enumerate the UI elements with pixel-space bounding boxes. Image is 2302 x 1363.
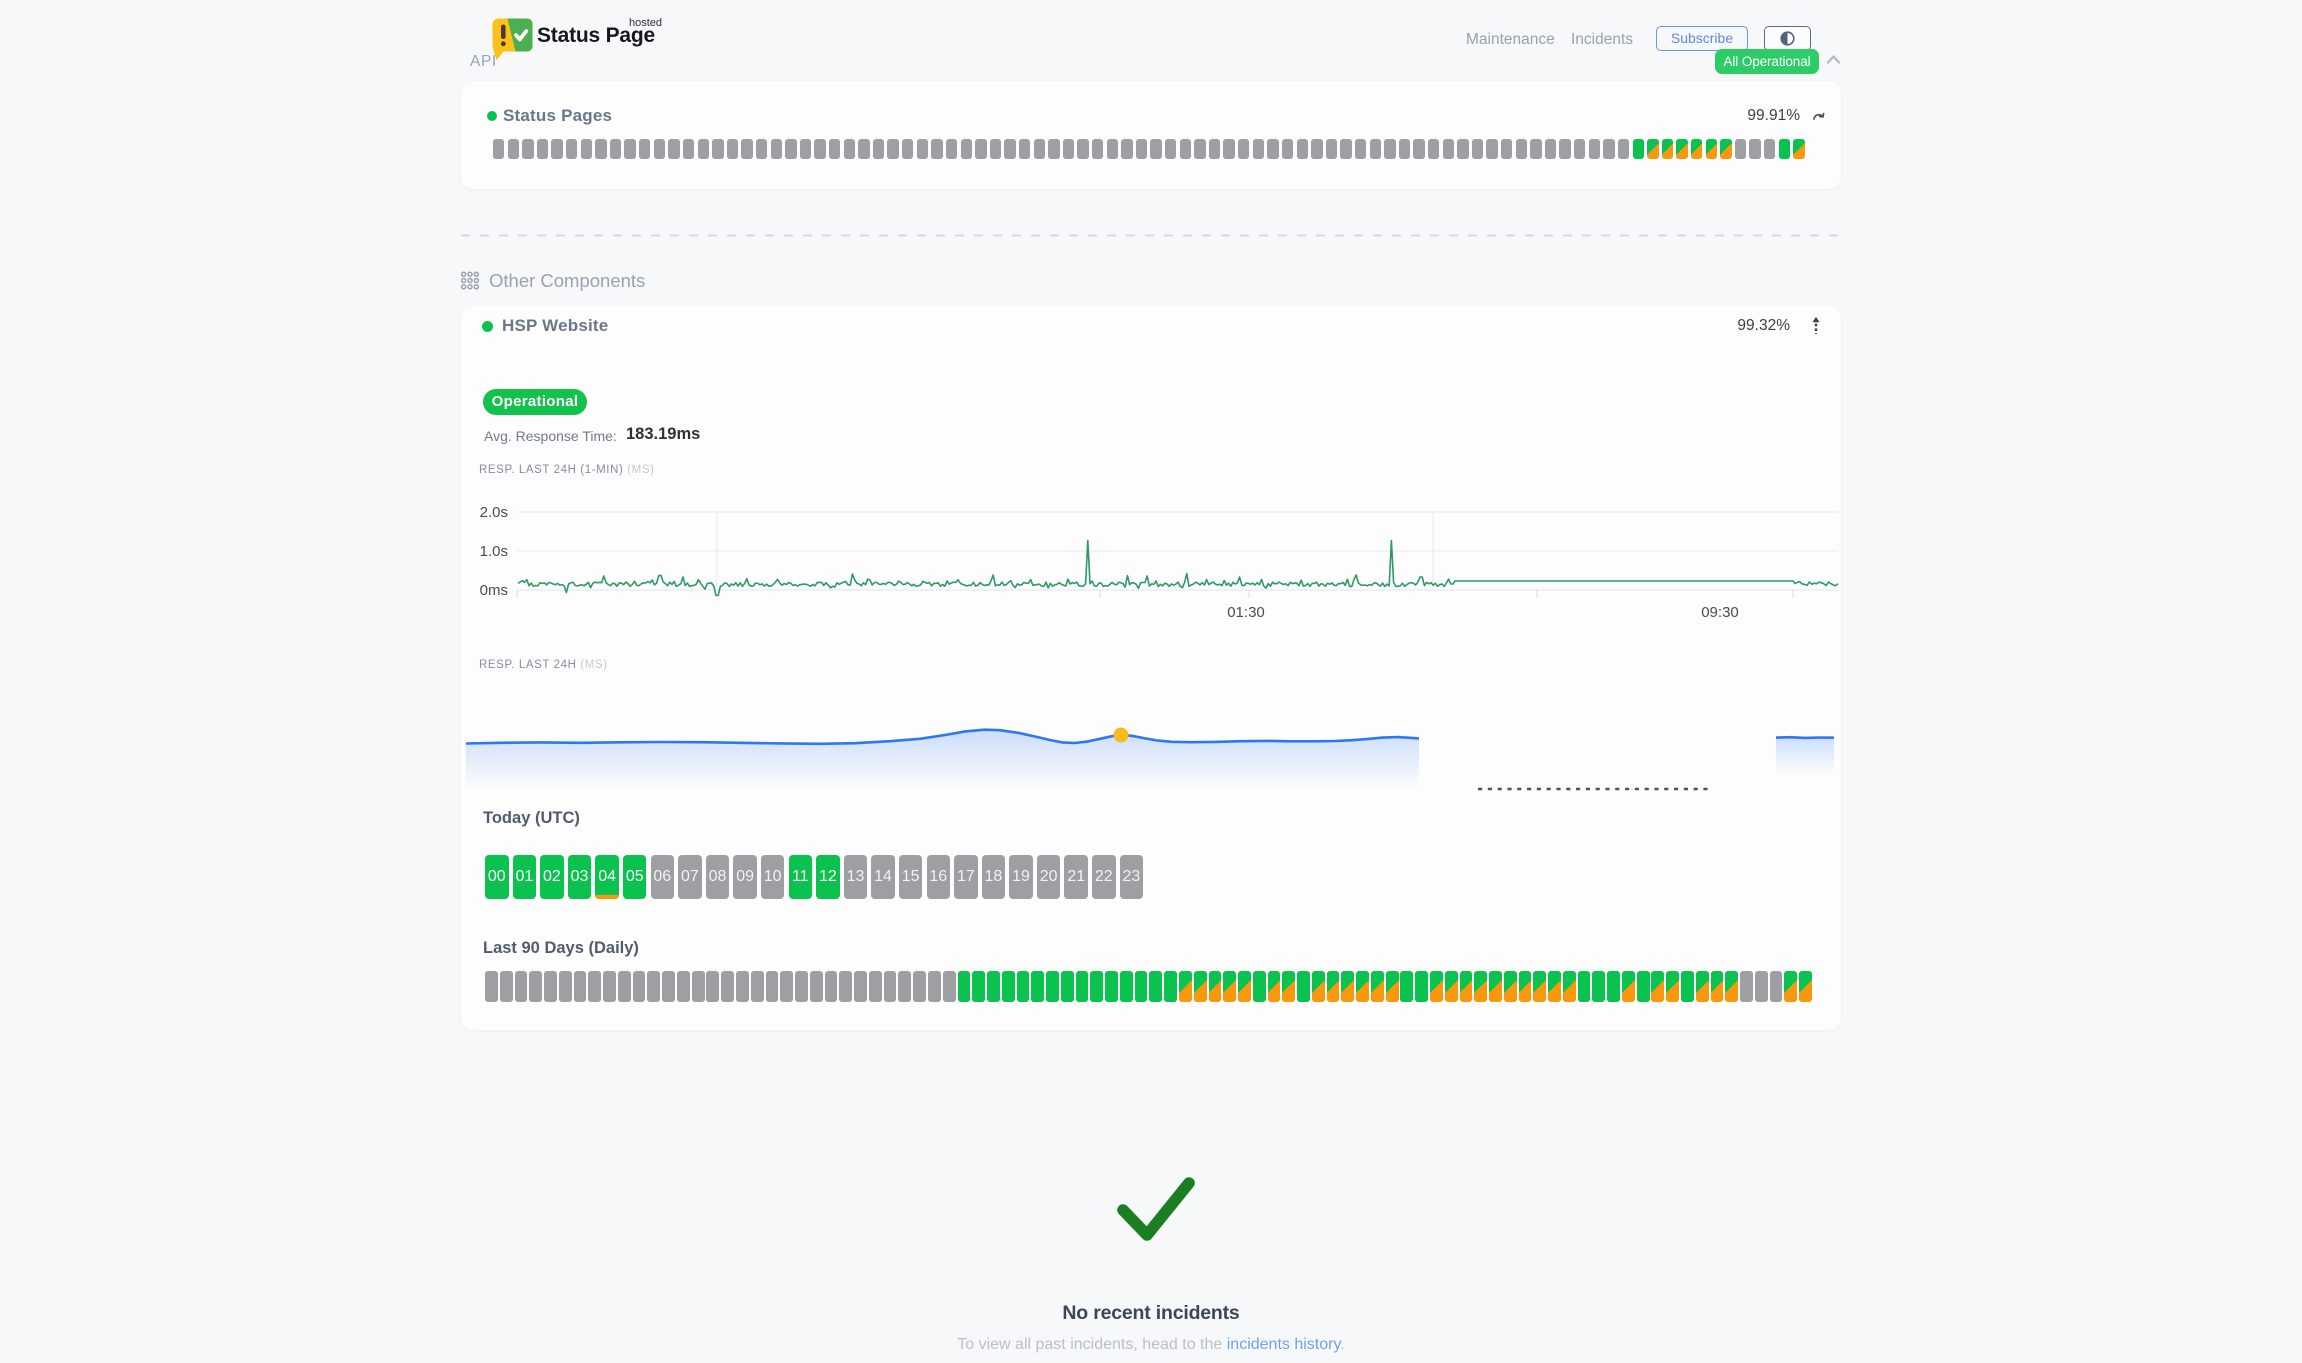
svg-text:2.0s: 2.0s (480, 504, 508, 521)
svg-text:1.0s: 1.0s (480, 543, 508, 560)
svg-text:0ms: 0ms (480, 582, 508, 599)
svg-text:09:30: 09:30 (1701, 604, 1739, 621)
svg-text:01:30: 01:30 (1227, 604, 1265, 621)
